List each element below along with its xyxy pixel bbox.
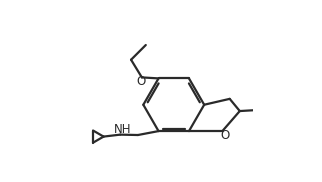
Text: NH: NH [114,123,131,136]
Text: O: O [136,75,146,88]
Text: O: O [220,129,229,142]
